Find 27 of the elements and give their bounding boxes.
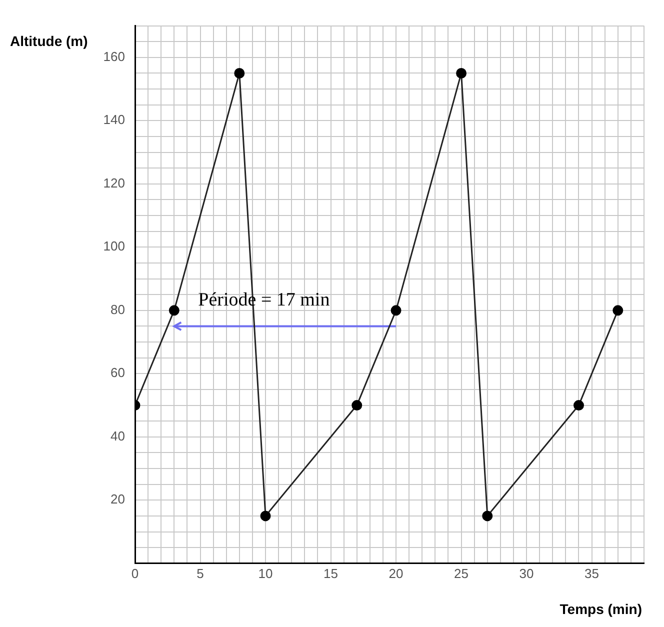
point [234, 68, 245, 78]
point [260, 510, 271, 522]
y-tick-label: 120 [103, 175, 125, 190]
x-tick-label: 5 [196, 566, 204, 581]
y-tick-label: 160 [103, 49, 125, 64]
point [573, 400, 584, 411]
x-tick-label: 30 [519, 566, 534, 581]
y-tick-label: 40 [110, 428, 125, 444]
x-tick-label: 25 [454, 566, 469, 581]
y-tick-label: 80 [110, 302, 125, 317]
point [352, 400, 362, 411]
point [456, 68, 467, 78]
y-tick-label: 140 [103, 112, 125, 128]
point [168, 305, 180, 316]
x-tick-label: 35 [584, 566, 600, 581]
y-axis-title: Altitude (m) [10, 32, 88, 49]
point [390, 305, 402, 316]
y-tick-label: 60 [110, 365, 125, 380]
x-tick-label: 10 [258, 566, 273, 581]
y-tick-label: 20 [110, 492, 125, 507]
x-axis-title: Temps (min) [560, 600, 642, 617]
x-tick-label: 15 [324, 566, 338, 581]
point [612, 305, 624, 316]
x-tick-label: 20 [388, 566, 404, 581]
y-tick-label: 100 [103, 238, 125, 254]
point [482, 510, 493, 522]
x-tick-label: 0 [131, 566, 139, 581]
